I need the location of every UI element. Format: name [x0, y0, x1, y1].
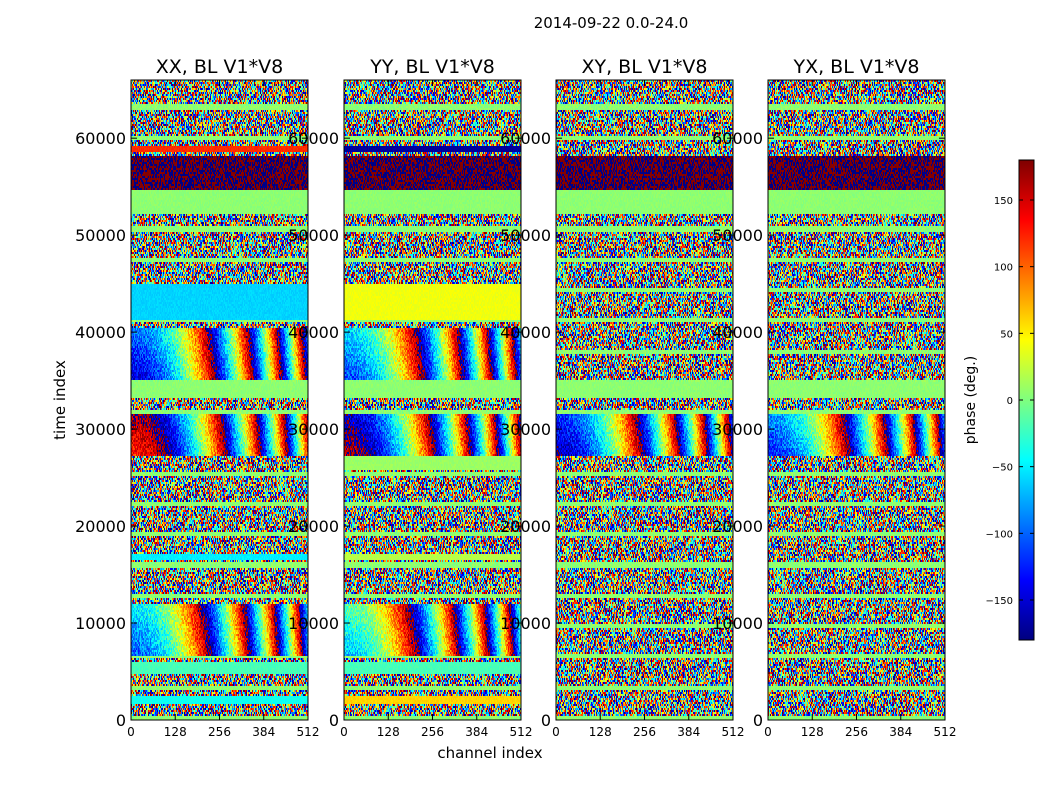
y-tick-label: 60000 — [712, 129, 763, 148]
colorbar-tick-label: 100 — [994, 263, 1013, 274]
y-tick-label: 50000 — [75, 226, 126, 245]
x-tick-label: 256 — [633, 725, 656, 739]
y-tick-label: 40000 — [288, 323, 339, 342]
panel-title-yx: YX, BL V1*V8 — [792, 56, 919, 78]
panel-xx: XX, BL V1*V8 0 10000 20000 30000 40000 50000 60… — [75, 56, 319, 739]
y-tick-label: 60000 — [288, 129, 339, 148]
panel-xy: XY, BL V1*V8 0 10000 20000 30000 40000 50000 60… — [500, 56, 744, 739]
y-tick-label: 50000 — [288, 226, 339, 245]
y-tick-label: 0 — [541, 711, 551, 730]
colorbar-tick-label: −50 — [992, 463, 1013, 474]
y-tick-label: 40000 — [75, 323, 126, 342]
colorbar-tick-label: −150 — [986, 596, 1013, 607]
y-tick-label: 20000 — [500, 517, 551, 536]
y-tick-label: 10000 — [288, 614, 339, 633]
x-tick-label: 256 — [845, 725, 868, 739]
x-tick-label: 512 — [510, 725, 533, 739]
y-tick-label: 10000 — [500, 614, 551, 633]
panel-yx: YX, BL V1*V8 0 10000 20000 30000 40000 50000 60… — [712, 56, 956, 739]
y-tick-label: 30000 — [500, 420, 551, 439]
x-tick-label: 512 — [934, 725, 957, 739]
x-tick-label: 128 — [589, 725, 612, 739]
colorbar-tick-label: −100 — [986, 529, 1013, 540]
y-tick-label: 50000 — [500, 226, 551, 245]
x-tick-label: 128 — [377, 725, 400, 739]
y-tick-label: 60000 — [75, 129, 126, 148]
panel-yy: YY, BL V1*V8 0 10000 20000 30000 40000 50000 60… — [288, 56, 532, 739]
x-tick-label: 128 — [801, 725, 824, 739]
y-tick-label: 0 — [329, 711, 339, 730]
y-tick-label: 30000 — [75, 420, 126, 439]
y-tick-label: 50000 — [712, 226, 763, 245]
x-tick-label: 512 — [722, 725, 745, 739]
panel-title-xy: XY, BL V1*V8 — [581, 56, 707, 78]
colorbar-tick-label: 50 — [1000, 329, 1013, 340]
y-tick-label: 10000 — [75, 614, 126, 633]
phase-image-xy — [556, 80, 733, 720]
x-tick-label: 256 — [208, 725, 231, 739]
figure-suptitle: 2014-09-22 0.0-24.0 — [534, 14, 689, 32]
panel-title-xx: XX, BL V1*V8 — [156, 56, 283, 78]
y-tick-label: 30000 — [712, 420, 763, 439]
colorbar-tick-label: 0 — [1007, 396, 1013, 407]
x-tick-label: 0 — [552, 725, 560, 739]
phase-image-yy — [344, 80, 521, 720]
panel-title-yy: YY, BL V1*V8 — [369, 56, 495, 78]
y-tick-label: 30000 — [288, 420, 339, 439]
phase-image-yx — [768, 80, 945, 720]
x-tick-label: 384 — [677, 725, 700, 739]
y-tick-label: 0 — [753, 711, 763, 730]
y-axis-label: time index — [51, 360, 69, 440]
y-tick-label: 10000 — [712, 614, 763, 633]
x-tick-label: 512 — [297, 725, 320, 739]
x-tick-label: 0 — [127, 725, 135, 739]
y-tick-label: 40000 — [712, 323, 763, 342]
colorbar-label: phase (deg.) — [963, 356, 979, 444]
x-tick-label: 256 — [421, 725, 444, 739]
y-tick-label: 40000 — [500, 323, 551, 342]
x-tick-label: 0 — [340, 725, 348, 739]
y-tick-label: 20000 — [712, 517, 763, 536]
x-tick-label: 384 — [889, 725, 912, 739]
y-tick-label: 20000 — [288, 517, 339, 536]
y-tick-label: 0 — [116, 711, 126, 730]
y-tick-label: 60000 — [500, 129, 551, 148]
x-axis-label: channel index — [437, 744, 542, 762]
colorbar-tick-label: 150 — [994, 196, 1013, 207]
colorbar-ticks: 150 100 50 0 −50 −100 −150 — [986, 196, 1034, 607]
x-tick-label: 0 — [764, 725, 772, 739]
colorbar: 150 100 50 0 −50 −100 −150 phase (deg.) — [963, 159, 1035, 641]
x-tick-label: 128 — [164, 725, 187, 739]
x-tick-label: 384 — [252, 725, 275, 739]
x-tick-label: 384 — [465, 725, 488, 739]
phase-image-xx — [131, 80, 308, 720]
y-tick-label: 20000 — [75, 517, 126, 536]
panels-group: XX, BL V1*V8 0 10000 20000 30000 40000 50000 60… — [75, 56, 956, 739]
